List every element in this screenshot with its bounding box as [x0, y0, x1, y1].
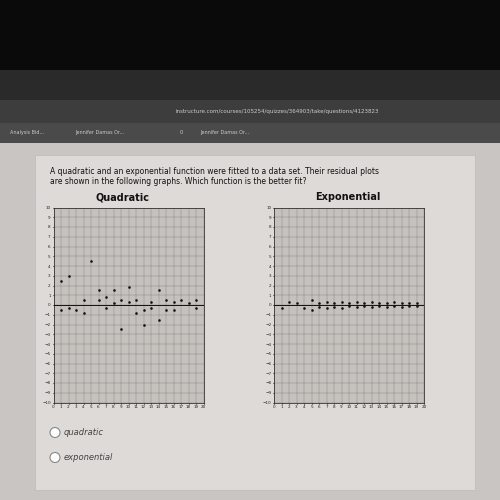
Point — [192, 304, 200, 312]
Point — [132, 296, 140, 304]
Point — [72, 306, 80, 314]
Text: Analysis Bid...: Analysis Bid... — [10, 130, 44, 135]
Point — [405, 299, 413, 307]
Point — [117, 326, 125, 334]
Point — [285, 298, 293, 306]
Point — [184, 299, 192, 307]
FancyBboxPatch shape — [0, 100, 500, 122]
Point — [375, 302, 383, 310]
Point — [140, 320, 147, 328]
Point — [94, 296, 102, 304]
Text: exponential: exponential — [64, 453, 113, 462]
Point — [322, 298, 330, 306]
Point — [102, 293, 110, 301]
Text: instructure.com/courses/105254/quizzes/364903/take/questions/4123823: instructure.com/courses/105254/quizzes/3… — [175, 109, 378, 114]
Text: 0: 0 — [180, 130, 183, 135]
Point — [94, 286, 102, 294]
Point — [192, 296, 200, 304]
Point — [338, 304, 345, 312]
Point — [375, 299, 383, 307]
Point — [140, 306, 147, 314]
Point — [315, 299, 323, 307]
Point — [338, 298, 345, 306]
Circle shape — [50, 428, 60, 438]
Point — [278, 304, 285, 312]
Point — [315, 303, 323, 311]
Point — [117, 296, 125, 304]
Point — [170, 306, 177, 314]
Point — [132, 309, 140, 317]
FancyBboxPatch shape — [0, 122, 500, 142]
Point — [308, 306, 316, 314]
Point — [412, 302, 420, 310]
Point — [382, 303, 390, 311]
Point — [124, 298, 132, 306]
Point — [398, 299, 406, 307]
Point — [300, 304, 308, 312]
FancyBboxPatch shape — [0, 142, 500, 500]
Point — [80, 309, 88, 317]
Point — [360, 302, 368, 310]
Text: quadratic: quadratic — [64, 428, 104, 437]
Point — [345, 299, 353, 307]
Text: A quadratic and an exponential function were fitted to a data set. Their residua: A quadratic and an exponential function … — [50, 168, 379, 176]
Point — [360, 299, 368, 307]
Point — [110, 286, 118, 294]
Point — [308, 296, 316, 304]
Circle shape — [50, 452, 60, 462]
Point — [154, 286, 162, 294]
Text: Jennifer Damas Or...: Jennifer Damas Or... — [200, 130, 249, 135]
Point — [330, 299, 338, 307]
Point — [147, 298, 155, 306]
Point — [87, 257, 95, 265]
FancyBboxPatch shape — [0, 0, 500, 90]
Point — [147, 304, 155, 312]
FancyBboxPatch shape — [35, 155, 475, 490]
Point — [80, 296, 88, 304]
Point — [368, 303, 376, 311]
Point — [352, 298, 360, 306]
Point — [390, 298, 398, 306]
Point — [162, 296, 170, 304]
Point — [345, 302, 353, 310]
Point — [352, 303, 360, 311]
Point — [102, 304, 110, 312]
Point — [177, 296, 185, 304]
Point — [64, 304, 72, 312]
Point — [124, 284, 132, 292]
Point — [412, 299, 420, 307]
Point — [405, 302, 413, 310]
Point — [322, 304, 330, 312]
Point — [110, 299, 118, 307]
Point — [368, 298, 376, 306]
Text: Exponential: Exponential — [315, 192, 380, 202]
Point — [64, 272, 72, 280]
FancyBboxPatch shape — [0, 70, 500, 100]
Text: are shown in the following graphs. Which function is the better fit?: are shown in the following graphs. Which… — [50, 178, 306, 186]
Text: Quadratic: Quadratic — [96, 192, 150, 202]
Point — [57, 306, 65, 314]
Point — [330, 303, 338, 311]
Point — [162, 306, 170, 314]
Point — [170, 298, 177, 306]
Point — [390, 302, 398, 310]
Point — [154, 316, 162, 324]
Point — [57, 276, 65, 284]
Text: Jennifer Damas Or...: Jennifer Damas Or... — [75, 130, 124, 135]
Point — [292, 299, 300, 307]
Point — [382, 299, 390, 307]
Point — [398, 303, 406, 311]
